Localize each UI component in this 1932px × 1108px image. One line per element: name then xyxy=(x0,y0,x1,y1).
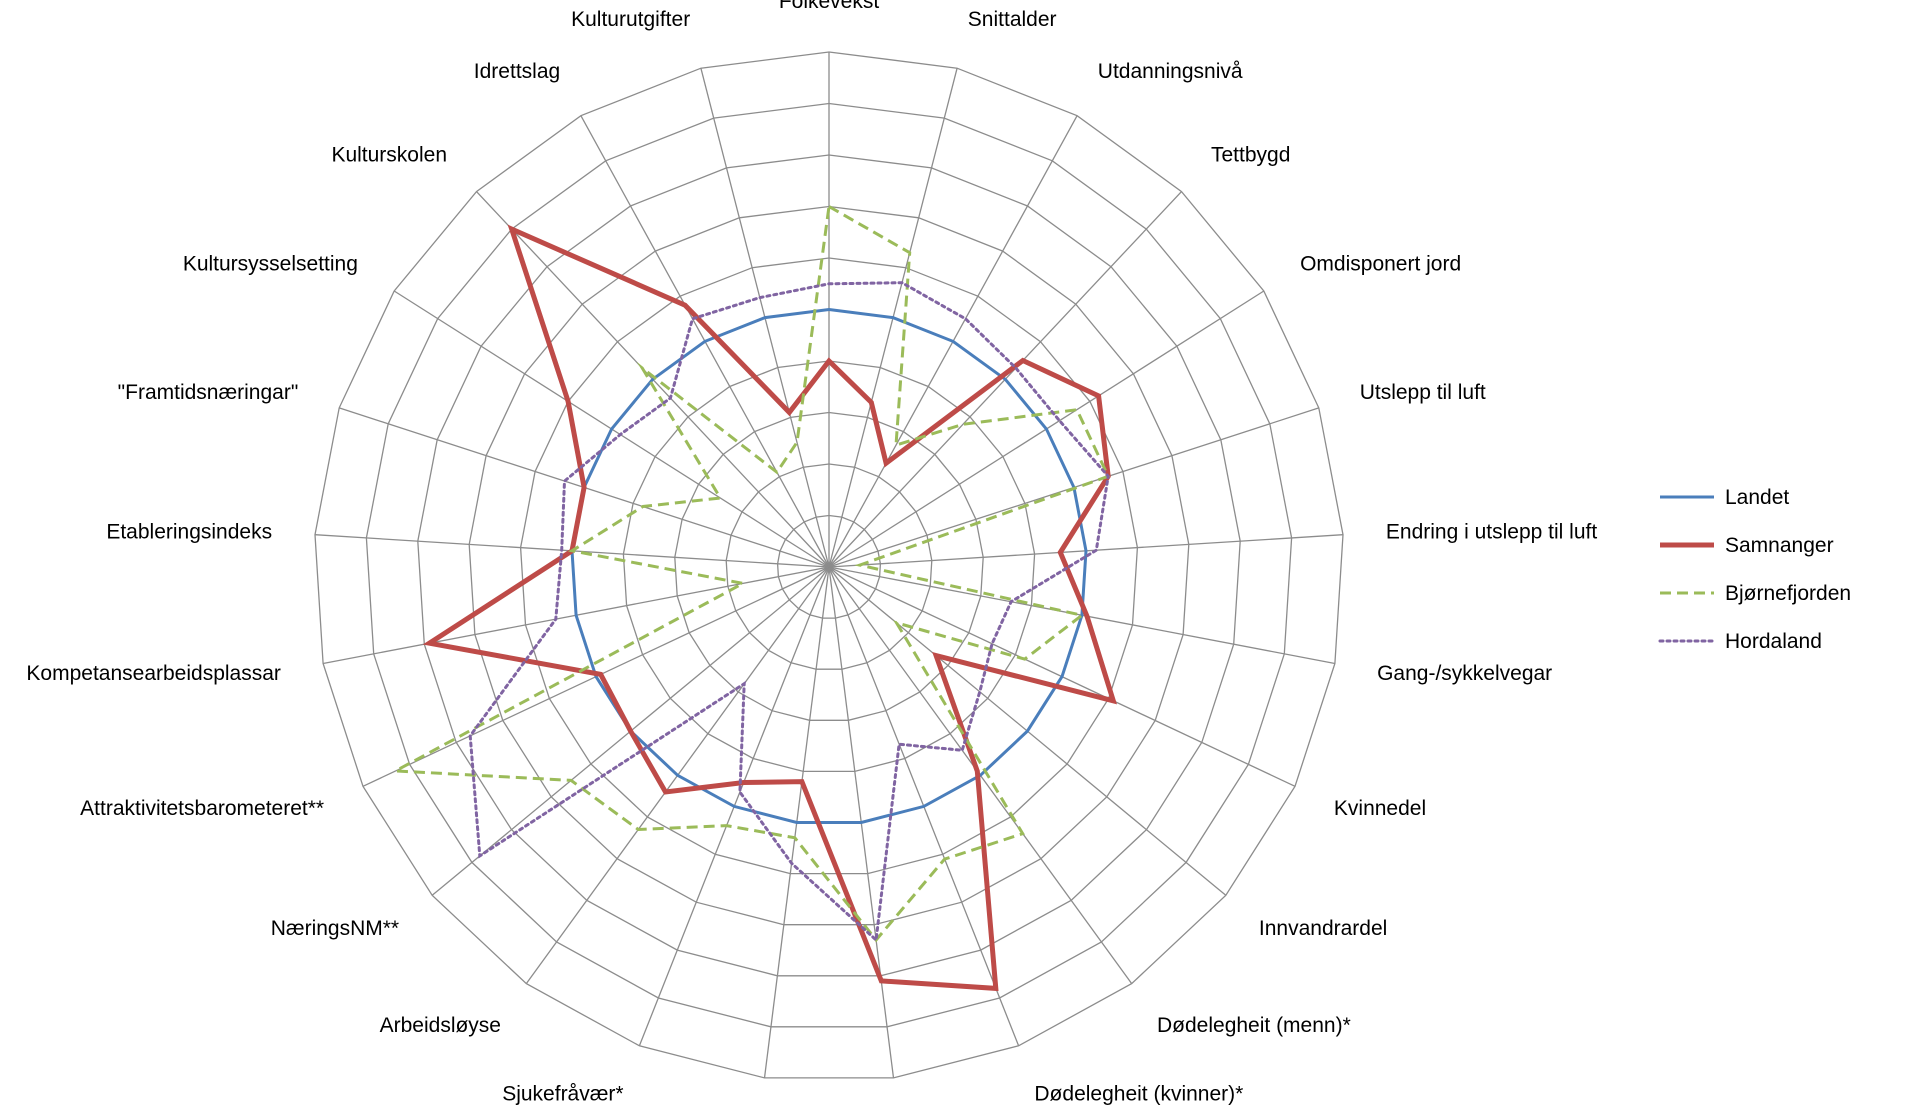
category-label-utslepp-til-luft: Utslepp til luft xyxy=(1360,381,1486,404)
radar-series xyxy=(390,204,1118,992)
category-label-sjukefra-v-r: Sjukefråvær* xyxy=(502,1082,623,1105)
category-label-tettbygd: Tettbygd xyxy=(1211,143,1290,166)
category-label-n-ringsnm: NæringsNM** xyxy=(271,917,399,940)
radar-grid xyxy=(314,51,1344,1079)
category-label-kompetansearbeidsplassar: Kompetansearbeidsplassar xyxy=(26,662,280,685)
grid-ring-4 xyxy=(622,360,1036,773)
series-bj-rnefjorden xyxy=(390,204,1111,943)
grid-ring-10 xyxy=(314,51,1344,1079)
category-label-arbeidsl-yse: Arbeidsløyse xyxy=(380,1014,501,1037)
category-label-innvandrardel: Innvandrardel xyxy=(1259,917,1387,940)
category-label-gang-sykkelvegar: Gang-/sykkelvegar xyxy=(1377,662,1552,685)
category-label-kulturutgifter: Kulturutgifter xyxy=(571,8,690,31)
category-label-folkevekst: Folkevekst xyxy=(779,0,880,13)
legend-label-bj-rnefjorden: Bjørnefjorden xyxy=(1725,582,1851,605)
category-label-framtidsn-ringar: "Framtidsnæringar" xyxy=(118,381,299,404)
grid-ring-1 xyxy=(776,514,882,619)
category-label-endring-i-utslepp-til-luft: Endring i utslepp til luft xyxy=(1386,521,1597,544)
legend-label-samnanger: Samnanger xyxy=(1725,534,1834,557)
category-labels: Folkevekst Snittalder Utdanningsnivå Tettby… xyxy=(26,0,1597,1105)
grid-ring-8 xyxy=(417,154,1241,977)
grid-ring-6 xyxy=(519,257,1139,875)
category-label-kultursysselsetting: Kultursysselsetting xyxy=(183,253,358,276)
category-label-d-delegheit-menn: Dødelegheit (menn)* xyxy=(1157,1014,1351,1037)
grid-ring-3 xyxy=(674,411,984,721)
grid-ring-7 xyxy=(468,205,1190,926)
category-label-utdanningsniva: Utdanningsnivå xyxy=(1098,60,1243,83)
grid-ring-9 xyxy=(365,102,1293,1028)
category-label-d-delegheit-kvinner: Dødelegheit (kvinner)* xyxy=(1034,1082,1243,1105)
category-label-omdisponert-jord: Omdisponert jord xyxy=(1300,253,1461,276)
grid-ring-2 xyxy=(725,463,933,670)
series-landet xyxy=(570,307,1088,824)
category-label-idrettslag: Idrettslag xyxy=(474,60,560,83)
series-samnanger xyxy=(422,224,1118,992)
category-label-kulturskolen: Kulturskolen xyxy=(331,143,447,166)
legend: Landet Samnanger Bjørnefjorden Hordaland xyxy=(1658,486,1851,653)
category-label-etableringsindeks: Etableringsindeks xyxy=(106,521,272,544)
category-label-kvinnedel: Kvinnedel xyxy=(1334,797,1426,820)
category-label-attraktivitetsbarometeret: Attraktivitetsbarometeret** xyxy=(80,797,324,820)
legend-label-landet: Landet xyxy=(1725,486,1789,509)
category-label-snittalder: Snittalder xyxy=(968,8,1057,31)
series-hordaland xyxy=(468,281,1110,944)
legend-label-hordaland: Hordaland xyxy=(1725,630,1822,653)
